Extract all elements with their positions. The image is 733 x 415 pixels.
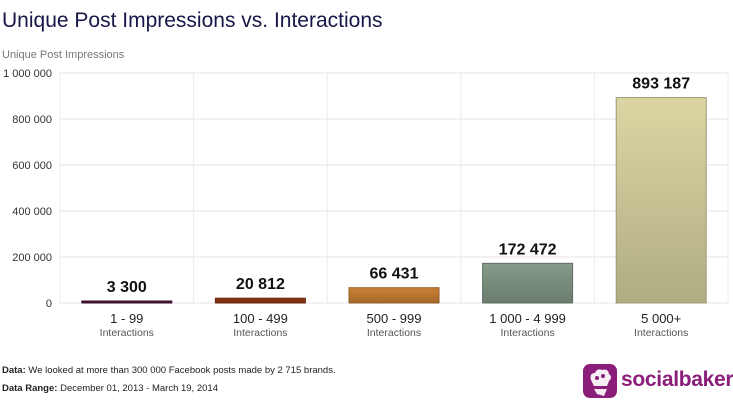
- bar-4: [482, 262, 574, 304]
- y-tick-label: 400 000: [12, 206, 52, 218]
- bar-chart: 0 200 000 400 000 600 000 800 000 1 000 000 3…: [3, 68, 729, 339]
- y-tick-label: 600 000: [12, 160, 52, 172]
- y-axis-label: Unique Post Impressions: [2, 49, 125, 61]
- x-category-label: 1 - 99: [110, 311, 143, 326]
- value-label: 3 300: [107, 279, 147, 296]
- x-category-label: 5 000+: [641, 311, 681, 326]
- bar-2: [214, 297, 306, 304]
- x-category-label: 1 000 - 4 999: [489, 311, 566, 326]
- footer-data-range: Data Range: December 01, 2013 - March 19…: [2, 383, 218, 394]
- footer-range-label: Data Range:: [2, 383, 58, 394]
- footer-data-text: We looked at more than 300 000 Facebook …: [28, 365, 336, 376]
- x-category-sublabel: Interactions: [100, 327, 154, 339]
- x-category-label: 500 - 999: [367, 311, 422, 326]
- y-tick-label: 1 000 000: [3, 68, 52, 80]
- x-category-sublabel: Interactions: [634, 327, 688, 339]
- value-labels: 3 300 20 812 66 431 172 472 893 187: [107, 76, 690, 296]
- x-category-sublabel: Interactions: [233, 327, 287, 339]
- y-tick-label: 200 000: [12, 252, 52, 264]
- value-label: 66 431: [370, 266, 419, 283]
- socialbakers-logo: socialbakers: [583, 362, 733, 404]
- chef-hat-icon: [583, 364, 617, 398]
- footer-data-note: Data: We looked at more than 300 000 Fac…: [2, 365, 336, 376]
- value-label: 893 187: [632, 76, 690, 93]
- chart-bars: [81, 97, 707, 304]
- value-label: 172 472: [499, 241, 557, 258]
- y-tick-label: 0: [46, 298, 52, 310]
- x-category-label: 100 - 499: [233, 311, 288, 326]
- bar-1: [81, 300, 173, 304]
- footer-range-text: December 01, 2013 - March 19, 2014: [60, 383, 218, 394]
- brand-name: socialbakers: [621, 368, 733, 391]
- value-label: 20 812: [236, 276, 285, 293]
- bar-3: [348, 287, 440, 304]
- y-axis-ticks: 0 200 000 400 000 600 000 800 000 1 000 000: [3, 68, 52, 310]
- x-category-sublabel: Interactions: [367, 327, 421, 339]
- bar-5: [615, 97, 707, 304]
- footer-data-label: Data:: [2, 365, 26, 376]
- y-tick-label: 800 000: [12, 114, 52, 126]
- chart-title: Unique Post Impressions vs. Interactions: [2, 9, 383, 32]
- x-category-sublabel: Interactions: [500, 327, 554, 339]
